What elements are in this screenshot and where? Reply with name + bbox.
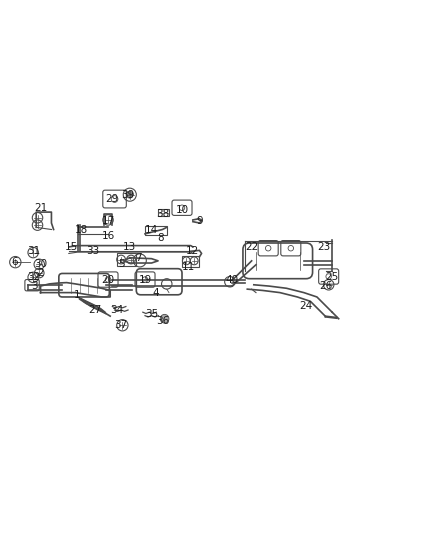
Text: 12: 12 (186, 246, 200, 256)
Text: 24: 24 (300, 301, 313, 311)
Text: 19: 19 (138, 274, 152, 285)
Text: 18: 18 (75, 224, 88, 235)
Text: 36: 36 (156, 316, 169, 326)
Text: 17: 17 (101, 216, 115, 226)
Text: 35: 35 (145, 309, 158, 319)
Text: 33: 33 (86, 246, 99, 256)
Text: 2: 2 (37, 268, 44, 278)
Text: 27: 27 (88, 305, 102, 315)
Text: 34: 34 (110, 305, 124, 315)
Text: 15: 15 (64, 242, 78, 252)
Text: 31: 31 (28, 246, 41, 256)
Text: 14: 14 (145, 224, 158, 235)
Text: 37: 37 (114, 320, 128, 330)
Text: 40: 40 (226, 274, 239, 285)
Text: 5: 5 (118, 260, 124, 269)
Text: 7: 7 (135, 253, 142, 263)
Text: 16: 16 (101, 231, 115, 241)
Text: 25: 25 (325, 272, 339, 282)
Text: 23: 23 (317, 242, 330, 252)
Bar (117, 254, 136, 265)
Text: 6: 6 (11, 257, 18, 267)
Text: 32: 32 (28, 272, 41, 282)
Text: 8: 8 (157, 233, 163, 243)
Bar (182, 256, 199, 266)
Text: 21: 21 (34, 203, 47, 213)
Circle shape (126, 191, 133, 198)
Text: 20: 20 (102, 274, 115, 285)
Text: 13: 13 (123, 242, 136, 252)
Text: 3: 3 (31, 281, 37, 291)
Text: 10: 10 (176, 205, 189, 215)
Text: 1: 1 (74, 290, 81, 300)
Text: 26: 26 (319, 281, 332, 291)
Bar (145, 225, 167, 235)
Text: 39: 39 (121, 190, 134, 200)
Bar (158, 209, 169, 215)
Text: 9: 9 (196, 216, 203, 226)
Text: 38: 38 (156, 209, 169, 219)
Text: 22: 22 (245, 242, 258, 252)
Text: 11: 11 (182, 262, 195, 271)
Text: 30: 30 (34, 260, 47, 269)
Text: 4: 4 (152, 288, 159, 297)
Circle shape (160, 314, 169, 323)
Text: 29: 29 (106, 194, 119, 204)
